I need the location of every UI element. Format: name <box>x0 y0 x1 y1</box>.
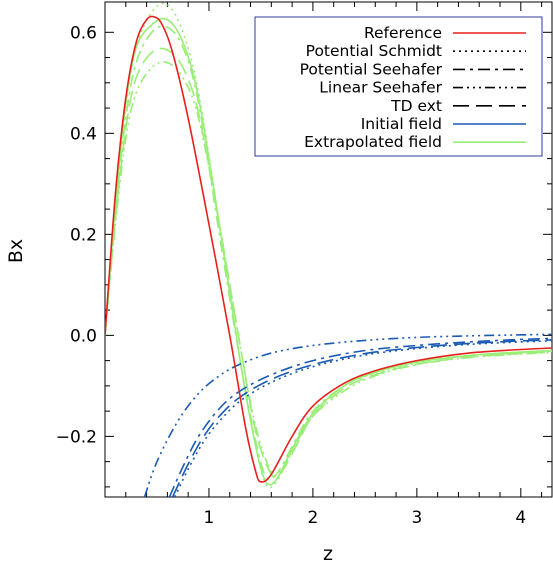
axis-tick-labels: 1 2 3 4 −0.2 0.0 0.2 0.4 0.6 <box>56 23 527 528</box>
series-lines <box>105 2 552 497</box>
x-tick-label: 4 <box>515 508 526 528</box>
legend-label: Initial field <box>361 115 442 133</box>
series-line-initial-field-dashdot <box>168 337 552 497</box>
legend-label: Linear Seehafer <box>319 79 442 97</box>
series-line-extrapolated-field-solid <box>105 17 552 486</box>
series-line-reference-solid <box>105 15 552 483</box>
series-line-initial-field-dotted <box>173 340 552 497</box>
y-tick-label: 0.4 <box>70 124 97 144</box>
legend-label: TD ext <box>390 97 442 115</box>
legend-label: Potential Schmidt <box>306 42 442 60</box>
x-axis-title: z <box>323 543 333 565</box>
y-axis-title: Bx <box>5 239 27 263</box>
x-tick-label: 3 <box>411 508 422 528</box>
series-line-linear-seehafer-dashdotdotdot <box>105 61 552 477</box>
x-tick-label: 2 <box>307 508 318 528</box>
plot-frame <box>104 1 553 498</box>
series-line-td-ext-longdash <box>105 47 552 479</box>
y-tick-label: 0.2 <box>70 225 97 245</box>
y-tick-label: −0.2 <box>56 427 97 447</box>
legend-label: Potential Seehafer <box>300 60 443 78</box>
x-tick-label: 1 <box>204 508 215 528</box>
legend-label: Extrapolated field <box>304 133 442 151</box>
legend-box <box>254 16 543 157</box>
y-tick-label: 0.0 <box>70 326 97 346</box>
y-tick-label: 0.6 <box>70 23 97 43</box>
series-line-initial-field-longdash <box>171 339 552 497</box>
legend-label: Reference <box>364 24 442 42</box>
axis-ticks <box>105 2 552 497</box>
